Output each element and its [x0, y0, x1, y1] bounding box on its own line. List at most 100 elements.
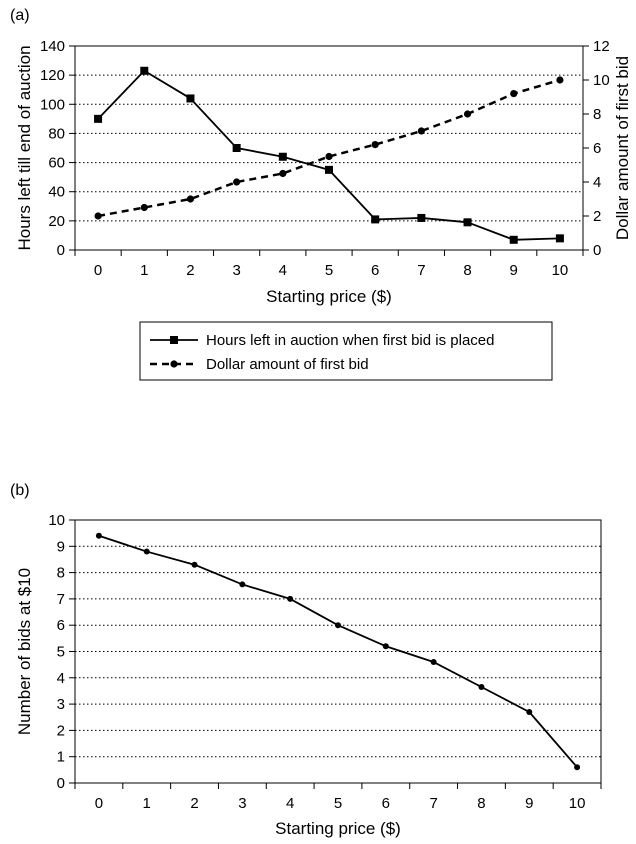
- x-tick-label: 9: [525, 795, 533, 812]
- y-tick-label: 60: [48, 155, 65, 172]
- x-tick-label: 4: [286, 795, 294, 812]
- x-tick-label: 4: [279, 262, 287, 279]
- data-point: [509, 235, 518, 244]
- x-tick-label: 10: [552, 262, 569, 279]
- x-tick-label: 2: [186, 262, 194, 279]
- y-axis-label: Number of bids at $10: [15, 568, 34, 735]
- panel-b: (b) 0 1 2 3 4 5 6 7 8 9 10 0 1 2 3 4 5 6 7 8 9 10 Starting pric…: [10, 482, 602, 838]
- series-line-2: [97, 78, 561, 218]
- y-tick-label: 0: [57, 775, 65, 792]
- y2-tick-label: 8: [593, 106, 601, 123]
- data-point: [417, 213, 426, 222]
- data-point: [191, 561, 198, 568]
- data-point: [325, 165, 333, 174]
- y-axis-label: Hours left till end of auction: [15, 45, 34, 250]
- x-tick-label: 5: [334, 795, 342, 812]
- y-tick-label: 7: [57, 591, 65, 608]
- data-point: [143, 548, 150, 555]
- y-tick-label: 3: [57, 696, 65, 713]
- data-point: [140, 203, 148, 212]
- y-tick-label: 5: [57, 644, 65, 661]
- panel-label: (a): [10, 7, 30, 24]
- x-axis-label: Starting price ($): [275, 819, 401, 838]
- legend-entry: Hours left in auction when first bid is …: [206, 332, 494, 349]
- data-point: [371, 141, 379, 149]
- y-tick-label: 80: [48, 125, 65, 142]
- y-tick-label: 10: [48, 512, 65, 529]
- y2-tick-label: 12: [593, 38, 610, 55]
- plot-frame: [74, 45, 584, 251]
- data-point: [430, 659, 437, 666]
- y2-tick-label: 4: [593, 174, 601, 191]
- data-point: [478, 684, 485, 691]
- data-point: [140, 66, 149, 75]
- x-tick-label: 6: [371, 262, 379, 279]
- data-point: [94, 114, 103, 123]
- legend-swatch-marker: [170, 360, 178, 368]
- x-tick-label: 9: [510, 262, 518, 279]
- data-point: [555, 234, 564, 243]
- data-point: [94, 212, 102, 220]
- data-point: [239, 581, 246, 588]
- data-point: [382, 643, 389, 650]
- x-tick-label: 10: [569, 795, 586, 812]
- legend-entry: Dollar amount of first bid: [206, 356, 369, 373]
- data-point: [510, 90, 518, 98]
- data-point: [186, 195, 195, 203]
- y-tick-label: 20: [48, 213, 65, 230]
- x-tick-label: 0: [94, 262, 102, 279]
- y-tick-label: 100: [40, 96, 65, 113]
- panel-label: (b): [10, 482, 30, 499]
- data-point: [287, 595, 294, 602]
- data-point: [556, 76, 564, 84]
- data-point: [278, 152, 287, 161]
- data-point: [526, 708, 533, 715]
- x-tick-label: 3: [238, 795, 246, 812]
- x-tick-label: 5: [325, 262, 333, 279]
- y2-tick-label: 2: [593, 208, 601, 225]
- y-tick-label: 6: [57, 617, 65, 634]
- y-tick-label: 4: [57, 670, 65, 687]
- y-tick-label: 1: [57, 749, 65, 766]
- y2-tick-label: 6: [593, 140, 601, 157]
- data-point: [574, 764, 581, 771]
- data-point: [371, 215, 380, 224]
- data-point: [325, 152, 333, 161]
- x-tick-label: 8: [463, 262, 471, 279]
- legend-swatch-marker: [170, 336, 178, 344]
- series-line-1: [98, 534, 578, 768]
- x-tick-label: 7: [429, 795, 437, 812]
- x-tick-label: 2: [190, 795, 198, 812]
- data-point: [95, 532, 102, 539]
- x-tick-label: 8: [477, 795, 485, 812]
- y-tick-label: 2: [57, 722, 65, 739]
- data-point: [186, 94, 195, 103]
- data-point: [417, 127, 425, 135]
- x-tick-label: 0: [95, 795, 103, 812]
- y-tick-label: 0: [57, 242, 65, 259]
- x-tick-label: 1: [140, 262, 148, 279]
- plot-frame: [74, 519, 602, 784]
- data-point: [232, 144, 241, 152]
- y-tick-label: 140: [40, 38, 65, 55]
- data-point: [335, 622, 341, 629]
- x-tick-label: 1: [143, 795, 151, 812]
- y2-tick-label: 0: [593, 242, 601, 259]
- data-point: [233, 178, 241, 186]
- y2-axis-label: Dollar amount of first bid: [613, 56, 632, 240]
- y-tick-label: 9: [57, 538, 65, 555]
- x-axis-label: Starting price ($): [266, 287, 392, 306]
- legend-box: [139, 321, 553, 381]
- y2-tick-label: 10: [593, 72, 610, 89]
- y-tick-label: 40: [48, 184, 65, 201]
- x-tick-label: 3: [232, 262, 240, 279]
- y-tick-label: 8: [57, 565, 65, 582]
- data-point: [463, 110, 472, 118]
- y-tick-label: 120: [40, 67, 65, 84]
- x-tick-label: 7: [417, 262, 425, 279]
- data-point: [279, 169, 287, 178]
- data-point: [463, 218, 472, 227]
